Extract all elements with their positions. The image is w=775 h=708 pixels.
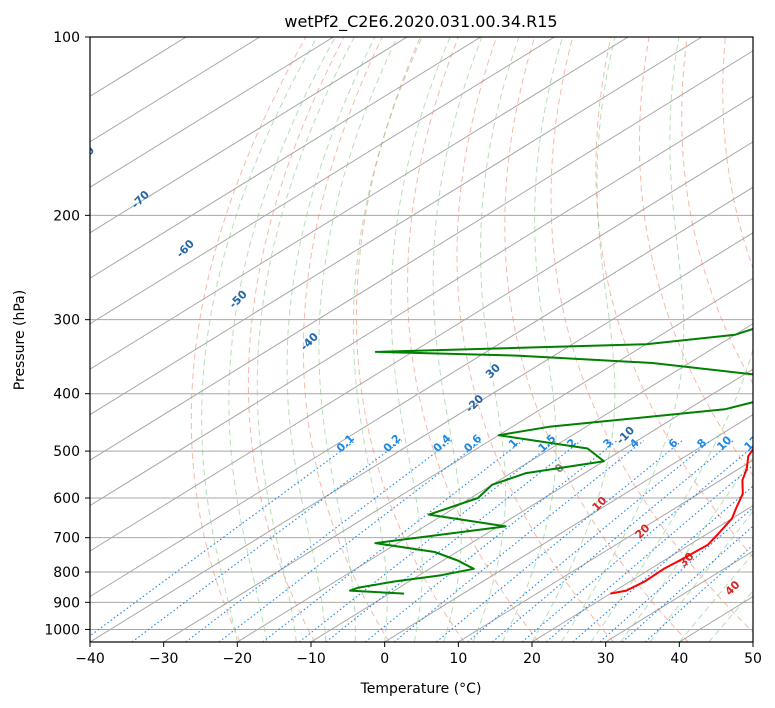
isotherm-line (90, 95, 753, 507)
mixing-ratio-line (572, 485, 753, 642)
isotherm-line (90, 141, 753, 552)
dry-adiabat-line (190, 37, 307, 642)
y-tick-label: 1000 (44, 622, 80, 638)
chart-title: wetPf2_C2E6.2020.031.00.34.R15 (284, 12, 557, 32)
moist-adiabat-line (502, 37, 564, 642)
isotherm-line (237, 323, 753, 642)
y-tick-label: 100 (53, 30, 80, 46)
dry-adiabat-label: -80 (74, 144, 97, 167)
moist-adiabat-line (649, 510, 753, 642)
isotherm-line (90, 37, 261, 143)
dry-adiabat-line (247, 37, 345, 642)
dry-adiabat-line (504, 37, 689, 642)
x-tick-label: 30 (597, 651, 615, 667)
dry-adiabats (190, 37, 753, 642)
y-tick-label: 900 (53, 595, 80, 611)
isotherm-line (310, 368, 753, 642)
x-tick-label: 0 (380, 651, 389, 667)
y-axis-ticks: 100 200 300 400 500 600 700 800 900 1000 (44, 30, 90, 638)
mixing-ratio-lines (90, 440, 753, 642)
x-tick-label: 10 (449, 651, 467, 667)
moist-adiabat-line (472, 37, 520, 642)
y-tick-label: 800 (53, 565, 80, 581)
dry-adiabat-line (681, 37, 753, 385)
x-tick-label: 20 (523, 651, 541, 667)
moist-adiabat-line (620, 456, 753, 642)
dry-adiabat-line (456, 37, 614, 642)
isotherm-line (163, 277, 753, 642)
dry-adiabat-line (550, 37, 753, 633)
y-tick-label: 400 (53, 387, 80, 403)
moist-adiabat-line (318, 37, 398, 642)
isotherm-line (90, 232, 753, 642)
dry-adiabat-line (595, 37, 753, 558)
mixing-ratio-line (545, 464, 753, 642)
dry-adiabat-line (355, 37, 465, 642)
moist-adiabat-line (390, 37, 451, 642)
moist-adiabat-line (432, 37, 483, 642)
temperature-line (610, 447, 753, 595)
isotherm-line (90, 37, 555, 325)
moist-adiabat-line (286, 37, 376, 642)
isotherm-line (90, 50, 753, 461)
y-tick-label: 700 (53, 531, 80, 547)
mixing-ratio-line (393, 440, 644, 642)
dry-adiabat-line (407, 37, 540, 642)
moist-adiabat-line (678, 552, 753, 642)
mixing-ratio-line (599, 507, 753, 642)
mixing-ratio-line (644, 544, 753, 642)
moist-adiabat-line (256, 37, 355, 642)
isotherm-line (90, 37, 629, 370)
x-tick-label: −10 (296, 651, 326, 667)
isotherm-line (458, 459, 753, 642)
isotherm-gridlines (90, 37, 753, 642)
mixing-ratio-label: 13 (742, 433, 762, 453)
x-tick-label: −40 (75, 651, 105, 667)
mixing-ratio-line (185, 440, 452, 642)
plot-area: -100-90-80-70-60-50-4030-20-100102030400… (74, 37, 762, 642)
isotherm-line (531, 504, 753, 642)
isotherm-line (90, 186, 753, 598)
moist-adiabat-line (352, 37, 423, 642)
moist-adiabat-line (228, 37, 336, 642)
mixing-ratio-line (491, 440, 734, 642)
x-axis-label: Temperature (°C) (360, 681, 482, 697)
x-tick-label: −30 (149, 651, 179, 667)
moist-adiabat-line (708, 590, 753, 642)
mixing-ratio-line (90, 440, 356, 637)
isotherm-line (384, 414, 753, 642)
y-tick-label: 200 (53, 208, 80, 224)
x-tick-label: 50 (744, 651, 762, 667)
mixing-ratio-line (262, 440, 524, 642)
y-axis-label: Pressure (hPa) (12, 290, 28, 390)
x-tick-label: −20 (223, 651, 253, 667)
moist-adiabat-line (590, 347, 753, 642)
plot-frame (89, 36, 754, 643)
sounding-profiles (349, 327, 753, 595)
isotherm-line (90, 37, 334, 188)
moist-adiabat-line (531, 37, 616, 642)
isotherm-line (90, 37, 408, 234)
y-tick-label: 500 (53, 444, 80, 460)
x-tick-label: 40 (670, 651, 688, 667)
mixing-ratio-line (622, 525, 753, 642)
mixing-ratio-line (436, 440, 683, 642)
y-tick-label: 300 (53, 313, 80, 329)
y-tick-label: 600 (53, 491, 80, 507)
isotherm-line (90, 37, 703, 416)
isotherm-line (90, 37, 482, 279)
moist-adiabats (201, 37, 753, 642)
moist-adiabat-line (201, 37, 318, 642)
mixing-ratio-line (131, 440, 403, 642)
dewpoint-line (349, 327, 753, 595)
x-axis-ticks: −40 −30 −20 −10 0 10 20 30 40 50 (75, 642, 762, 667)
